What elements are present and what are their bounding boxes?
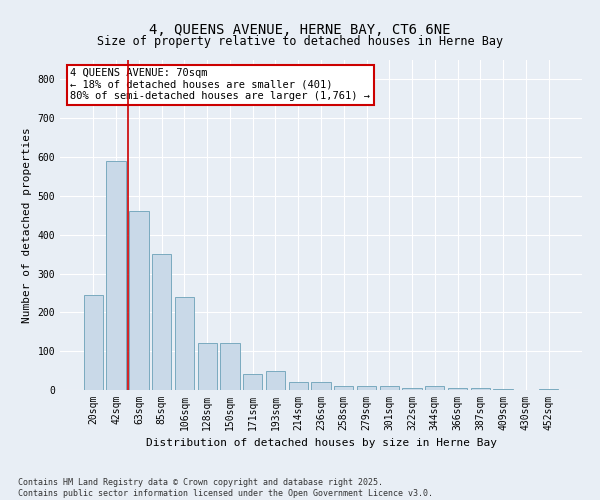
Bar [357, 386, 376, 390]
Bar [448, 388, 467, 390]
Bar [106, 161, 126, 390]
Bar [175, 297, 194, 390]
Text: Contains HM Land Registry data © Crown copyright and database right 2025.
Contai: Contains HM Land Registry data © Crown c… [18, 478, 433, 498]
Bar [311, 382, 331, 390]
Y-axis label: Number of detached properties: Number of detached properties [22, 127, 32, 323]
Bar [470, 388, 490, 390]
Bar [129, 212, 149, 390]
Bar [539, 389, 558, 390]
Bar [197, 344, 217, 390]
Text: 4 QUEENS AVENUE: 70sqm
← 18% of detached houses are smaller (401)
80% of semi-de: 4 QUEENS AVENUE: 70sqm ← 18% of detached… [70, 68, 370, 102]
Bar [152, 254, 172, 390]
Text: Size of property relative to detached houses in Herne Bay: Size of property relative to detached ho… [97, 35, 503, 48]
Bar [425, 386, 445, 390]
Bar [334, 386, 353, 390]
Bar [403, 388, 422, 390]
Bar [493, 389, 513, 390]
Bar [266, 370, 285, 390]
Bar [243, 374, 262, 390]
Bar [289, 382, 308, 390]
Text: 4, QUEENS AVENUE, HERNE BAY, CT6 6NE: 4, QUEENS AVENUE, HERNE BAY, CT6 6NE [149, 22, 451, 36]
Bar [84, 295, 103, 390]
Bar [220, 344, 239, 390]
Bar [380, 386, 399, 390]
X-axis label: Distribution of detached houses by size in Herne Bay: Distribution of detached houses by size … [146, 438, 497, 448]
